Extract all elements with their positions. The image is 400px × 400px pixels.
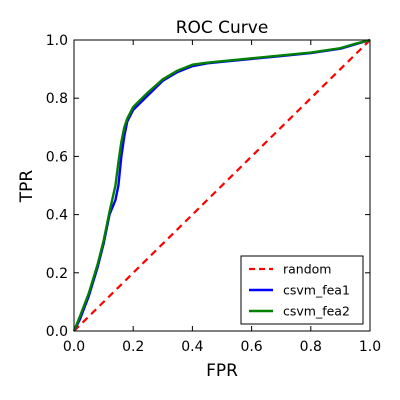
legend-label-csvm_fea2: csvm_fea2 (283, 304, 350, 319)
x-tick-label: 0.6 (240, 339, 262, 355)
plot-area (72, 38, 371, 332)
axis-ticks: 0.0 0.2 0.4 0.6 0.8 1.0 0.0 0.2 0.4 0.6 0.8 1.0 (46, 33, 381, 355)
legend-label-csvm_fea1: csvm_fea1 (283, 283, 350, 298)
series-line-csvm_fea2 (72, 38, 371, 332)
y-tick-label: 1.0 (46, 33, 68, 49)
chart-title: ROC Curve (176, 18, 269, 38)
y-tick-label: 0.0 (46, 324, 68, 340)
x-tick-label: 0.8 (300, 339, 322, 355)
y-axis-label: TPR (17, 170, 37, 204)
series-line-random (73, 39, 371, 332)
legend: random csvm_fea1 csvm_fea2 (240, 255, 364, 325)
x-tick-label: 0.4 (181, 339, 203, 355)
legend-label-random: random (283, 262, 331, 277)
x-axis-label: FPR (206, 361, 238, 381)
y-tick-label: 0.4 (46, 208, 68, 224)
y-tick-label: 0.8 (46, 91, 68, 107)
x-tick-label: 1.0 (359, 339, 381, 355)
plot-frame (73, 39, 371, 332)
x-tick-label: 0.0 (63, 339, 85, 355)
x-tick-label: 0.2 (122, 339, 144, 355)
y-tick-label: 0.2 (46, 266, 68, 282)
y-tick-label: 0.6 (46, 149, 68, 165)
